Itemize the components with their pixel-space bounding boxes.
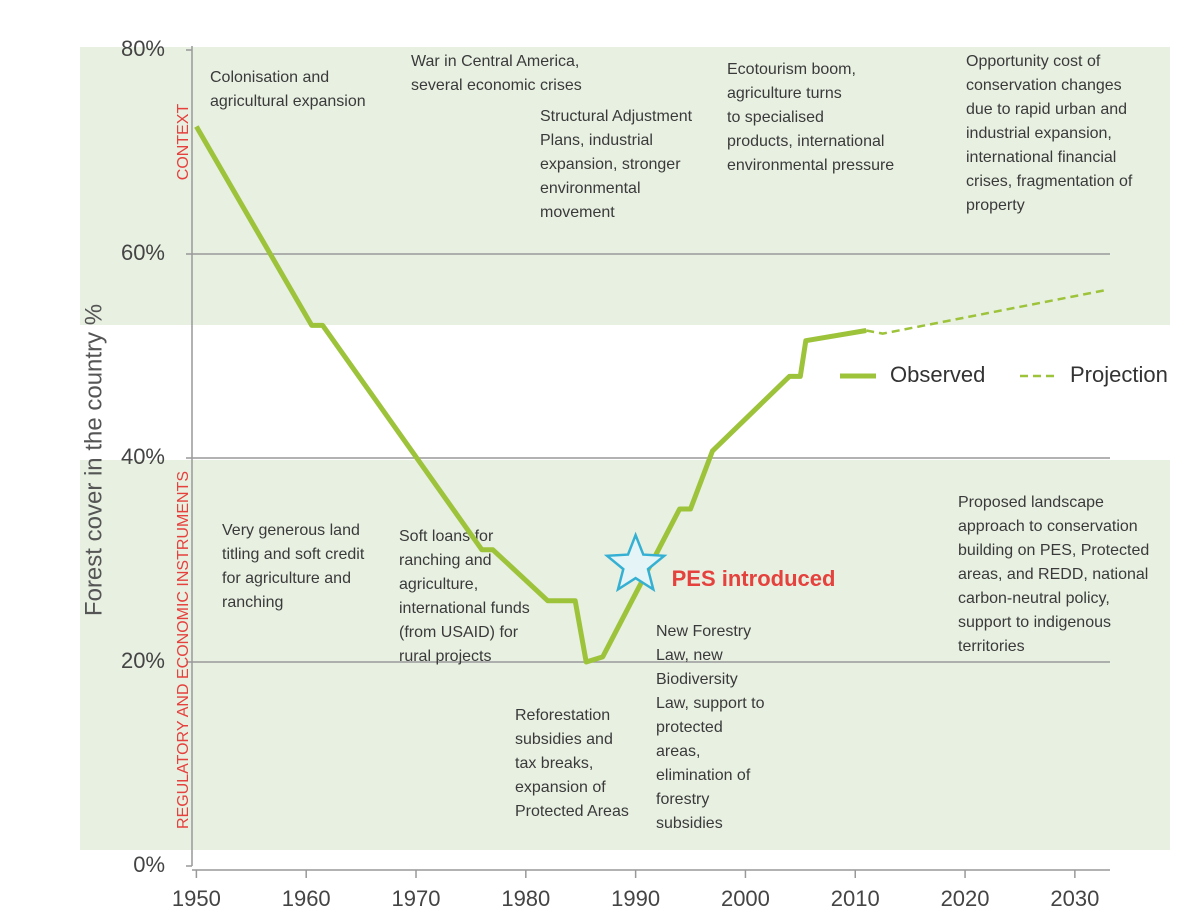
x-tick-label: 2020	[941, 886, 990, 911]
annotations: Colonisation and agricultural expansion Wa…	[210, 53, 1149, 832]
annotation-line: conservation changes	[966, 77, 1122, 94]
x-tick-label: 1970	[392, 886, 441, 911]
annotation-line: expansion, stronger	[540, 156, 681, 173]
annotation-line: environmental pressure	[727, 157, 894, 174]
annotation-line: Plans, industrial	[540, 132, 653, 149]
highlight-label: PES introduced	[672, 566, 836, 591]
x-tick-label: 2010	[831, 886, 880, 911]
context-band	[80, 47, 1170, 325]
annotation-line: environmental	[540, 180, 641, 197]
lines: PES introduced	[194, 125, 1109, 665]
annotation-line: Structural Adjustment	[540, 108, 693, 125]
annotation-line: (from USAID) for	[399, 624, 519, 641]
annotation-line: movement	[540, 204, 615, 221]
series-line	[194, 125, 867, 665]
legend-label: Projection	[1070, 362, 1168, 387]
annotation-line: Law, new	[656, 647, 723, 664]
annotation-line: areas, and REDD, national	[958, 566, 1148, 583]
annotation-line: agriculture,	[399, 576, 478, 593]
annotation-line: ranching and	[399, 552, 492, 569]
y-tick-label: 0%	[133, 852, 165, 877]
annotation-line: due to rapid urban and	[966, 101, 1127, 118]
annotation-line: Opportunity cost of	[966, 53, 1101, 70]
annotation-line: to specialised	[727, 109, 824, 126]
annotation-line: Colonisation and	[210, 69, 329, 86]
section-label: CONTEXT	[175, 104, 192, 181]
annotation-line: property	[966, 197, 1025, 214]
highlight-star	[603, 531, 668, 593]
annotation-line: agricultural expansion	[210, 93, 366, 110]
annotation-line: subsidies	[656, 815, 723, 832]
annotation-line: products, international	[727, 133, 884, 150]
annotation-line: elimination of	[656, 767, 751, 784]
y-axis-label: Forest cover in the country %	[80, 304, 107, 616]
annotation-line: agriculture turns	[727, 85, 842, 102]
annotation-line: Protected Areas	[515, 803, 629, 820]
x-tick-label: 1980	[501, 886, 550, 911]
annotation-line: protected	[656, 719, 723, 736]
grid: 0% 20% 40% 60% 80% 1950 1960 1970 1980 1990 2000 20…	[121, 36, 1110, 911]
x-tick-label: 2000	[721, 886, 770, 911]
annotation-line: Very generous land	[222, 522, 360, 539]
annotation-line: international funds	[399, 600, 530, 617]
legend-entries: Observed Projection	[840, 362, 1168, 387]
annotation-line: support to indigenous	[958, 614, 1111, 631]
annotation-line: tax breaks,	[515, 755, 593, 772]
annotation-line: titling and soft credit	[222, 546, 365, 563]
annotation-line: several economic crises	[411, 77, 582, 94]
legend	[826, 358, 1188, 393]
annotation-line: territories	[958, 638, 1025, 655]
annotation-line: Reforestation	[515, 707, 610, 724]
section-label: REGULATORY AND ECONOMIC INSTRUMENTS	[175, 471, 192, 829]
annotation-line: building on PES, Protected	[958, 542, 1149, 559]
annotation-line: approach to conservation	[958, 518, 1138, 535]
instruments-band	[80, 460, 1170, 850]
x-tick-label: 2030	[1050, 886, 1099, 911]
annotation-line: expansion of	[515, 779, 606, 796]
y-tick-label: 20%	[121, 648, 165, 673]
legend-label: Observed	[890, 362, 985, 387]
annotation-line: Proposed landscape	[958, 494, 1104, 511]
annotation-line: for agriculture and	[222, 570, 351, 587]
annotation-line: international financial	[966, 149, 1116, 166]
annotation-line: industrial expansion,	[966, 125, 1112, 142]
annotation-line: Ecotourism boom,	[727, 61, 856, 78]
annotation-line: carbon-neutral policy,	[958, 590, 1110, 607]
annotation-line: New Forestry	[656, 623, 751, 640]
annotation-line: areas,	[656, 743, 700, 760]
annotation-line: War in Central America,	[411, 53, 579, 70]
annotation-line: Biodiversity	[656, 671, 738, 688]
series-line	[865, 288, 1109, 335]
annotation-line: crises, fragmentation of	[966, 173, 1133, 190]
annotation-line: Law, support to	[656, 695, 765, 712]
x-tick-label: 1950	[172, 886, 221, 911]
y-tick-label: 80%	[121, 36, 165, 61]
y-tick-label: 40%	[121, 444, 165, 469]
x-tick-label: 1990	[611, 886, 660, 911]
y-tick-label: 60%	[121, 240, 165, 265]
annotation-line: subsidies and	[515, 731, 613, 748]
annotation-line: forestry	[656, 791, 709, 808]
x-tick-label: 1960	[282, 886, 331, 911]
annotation-line: rural projects	[399, 648, 491, 665]
annotation-line: ranching	[222, 594, 283, 611]
